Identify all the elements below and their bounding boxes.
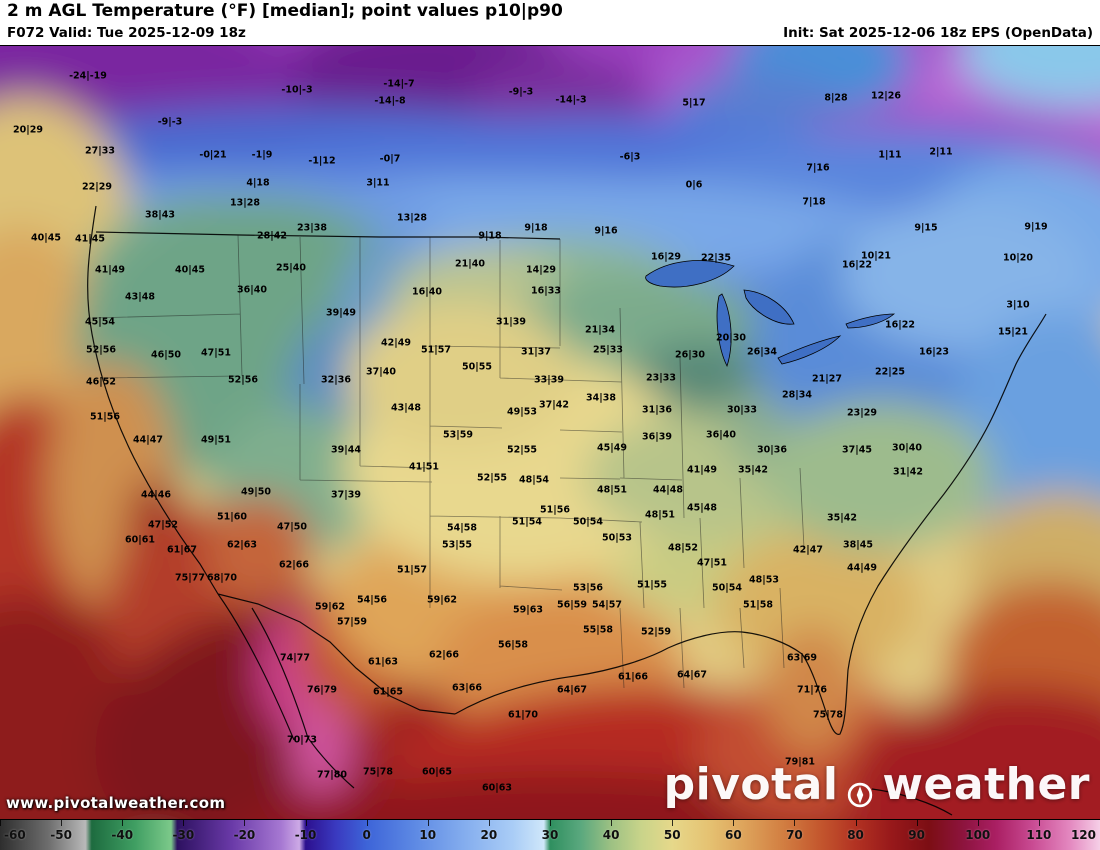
colorbar-tick-label: 60 (724, 828, 742, 842)
colorbar-tickmark (672, 820, 674, 826)
coastline (87, 205, 1047, 816)
colorbar-tick-label: -40 (111, 828, 134, 842)
map-title: 2 m AGL Temperature (°F) [median]; point… (7, 1, 563, 21)
init-time-label: Init: Sat 2025-12-06 18z EPS (OpenData) (783, 25, 1093, 41)
colorbar-tickmark (550, 820, 551, 826)
colorbar-tick-label: 20 (480, 828, 498, 842)
valid-time-label: F072 Valid: Tue 2025-12-09 18z (7, 25, 246, 41)
temperature-map (0, 45, 1100, 820)
pivotalweather-logo-icon (847, 772, 873, 808)
colorbar-tickmark (183, 820, 185, 826)
colorbar-tick-label: 70 (786, 828, 803, 842)
colorbar-tickmark (427, 820, 429, 826)
colorbar-tick-label: -20 (233, 828, 256, 842)
colorbar-tick-label: 40 (602, 828, 620, 842)
colorbar-tickmark (977, 820, 979, 826)
colorbar-tickmark (1038, 820, 1040, 826)
colorbar-tick-label: 120 (1070, 828, 1096, 842)
colorbar-tick-label: 100 (965, 828, 991, 842)
colorbar-tickmark (61, 820, 63, 826)
colorbar-tick-label: 90 (908, 828, 926, 842)
colorbar-tick-label: 30 (541, 828, 559, 842)
colorbar-tick-label: -30 (172, 828, 195, 842)
colorbar-tickmark (916, 820, 918, 826)
colorbar-tickmark (244, 820, 246, 826)
colorbar-tickmark (366, 820, 368, 826)
temperature-field-svg (0, 46, 1100, 819)
colorbar-tickmark (855, 820, 857, 826)
colorbar-tick-label: -60 (4, 828, 26, 842)
colorbar-tick-label: 80 (847, 828, 864, 842)
great-lakes (645, 260, 896, 368)
temperature-field (0, 46, 1100, 819)
colorbar-tickmark (488, 820, 490, 826)
colorbar-tickmark (122, 820, 124, 826)
colorbar-tick-label: -50 (50, 828, 72, 842)
colorbar-tickmark (0, 820, 1, 826)
colorbar-tick-label: -10 (294, 828, 317, 842)
pivotalweather-logo: pivotal weather (663, 759, 1090, 810)
header-bar: 2 m AGL Temperature (°F) [median]; point… (0, 0, 1100, 45)
state-borders (91, 234, 805, 689)
colorbar-tickmark (305, 820, 307, 826)
colorbar-tick-label: 50 (663, 828, 681, 842)
logo-word-pivotal: pivotal (663, 759, 839, 810)
watermark-url: www.pivotalweather.com (6, 794, 226, 812)
colorbar-tickmark (611, 820, 613, 826)
colorbar-tick-label: 110 (1026, 828, 1052, 842)
colorbar-tick-label: 10 (419, 828, 437, 842)
colorbar-tickmark (794, 820, 796, 826)
colorbar-tick-label: 0 (362, 828, 371, 842)
temperature-colorbar: -60 -50 -40 -30 -20 -10 0 10 20 30 40 50 60 70 80 90 100… (0, 820, 1100, 850)
colorbar-tickmark (733, 820, 735, 826)
logo-word-weather: weather (882, 759, 1090, 810)
